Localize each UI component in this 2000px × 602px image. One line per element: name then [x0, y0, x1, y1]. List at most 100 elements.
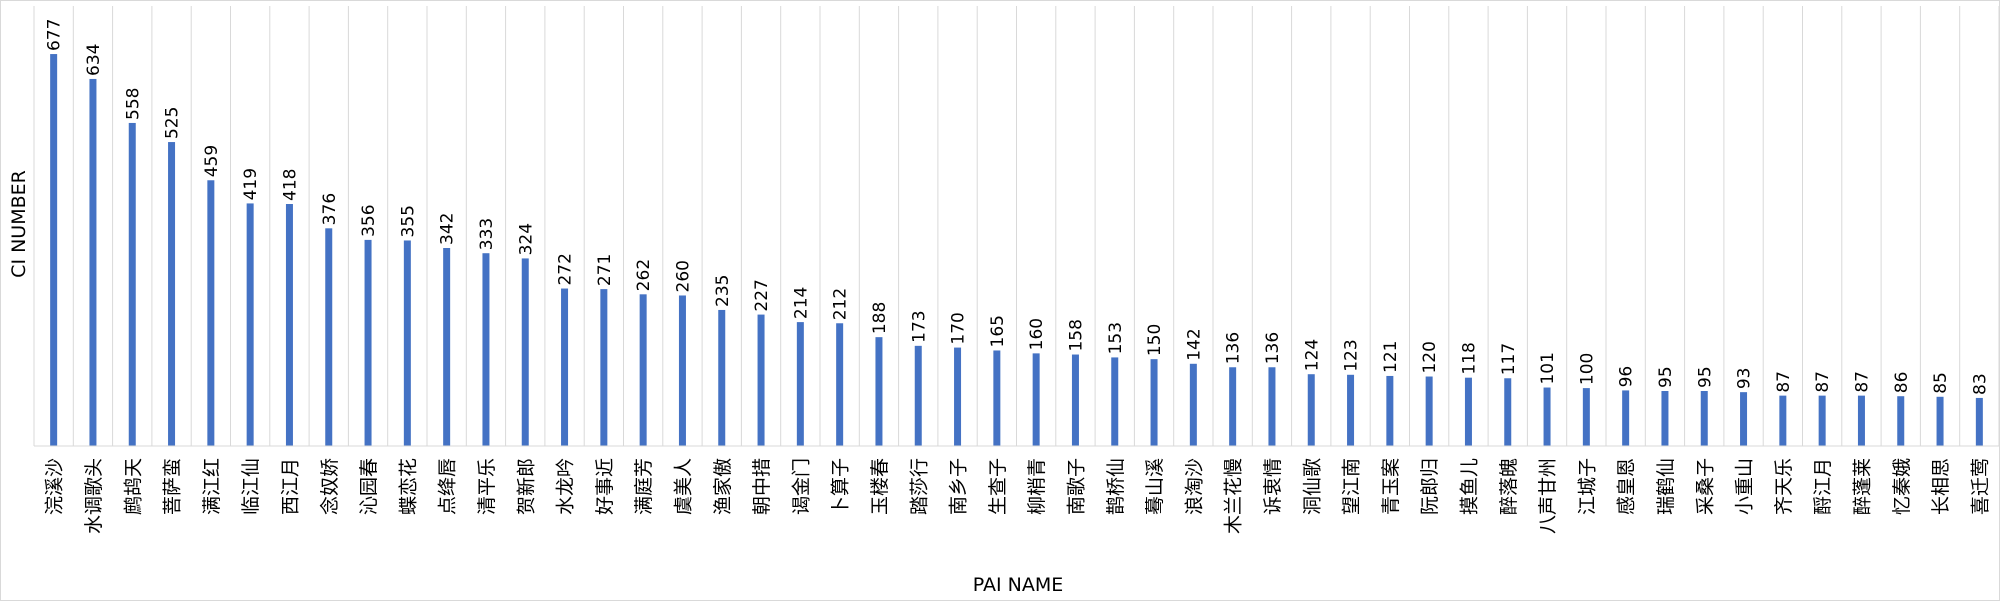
data-label: 87	[1813, 371, 1833, 393]
category-label: 酹江月	[1812, 458, 1834, 515]
bar	[285, 204, 293, 446]
category-label: 浣溪沙	[44, 458, 66, 515]
data-label: 173	[909, 310, 929, 342]
bar	[993, 350, 1001, 446]
category-label: 朝中措	[751, 458, 773, 515]
data-label: 93	[1735, 368, 1755, 390]
data-label: 85	[1931, 372, 1951, 394]
value-labels: 677 634 558 525 459 419 418 376 356 355 342 333 324 2…	[45, 19, 1991, 395]
category-label: 好事近	[594, 458, 616, 515]
data-label: 86	[1892, 372, 1912, 394]
bar	[1897, 396, 1905, 446]
bar	[521, 258, 529, 446]
category-label: 忆秦娥	[1891, 458, 1913, 515]
data-label: 459	[202, 145, 222, 177]
data-label: 342	[438, 213, 458, 245]
y-axis-title: CI NUMBER	[8, 170, 30, 278]
bar	[1543, 387, 1551, 446]
data-label: 96	[1617, 366, 1637, 388]
bar	[89, 78, 97, 447]
category-label: 满江红	[201, 458, 223, 515]
data-label: 558	[123, 87, 143, 119]
data-label: 272	[556, 253, 576, 285]
category-label: 醉落魄	[1498, 458, 1520, 515]
bar	[954, 347, 962, 446]
bar	[1818, 395, 1826, 446]
bar	[1189, 363, 1197, 446]
category-label: 西江月	[279, 458, 301, 515]
bar	[1307, 374, 1315, 446]
data-label: 87	[1774, 371, 1794, 393]
data-label: 83	[1970, 373, 1990, 395]
data-label: 356	[359, 204, 379, 236]
bar	[600, 289, 608, 446]
category-label: 谒金门	[790, 458, 812, 515]
bar	[1229, 367, 1237, 446]
category-label: 青玉案	[1380, 458, 1402, 515]
data-label: 95	[1656, 366, 1676, 388]
category-label: 蓦山溪	[1144, 458, 1166, 515]
bar	[50, 54, 58, 446]
bar	[1582, 388, 1590, 446]
bar	[1740, 392, 1748, 446]
category-label: 感皇恩	[1616, 458, 1638, 515]
data-label: 355	[398, 205, 418, 237]
bar	[1425, 376, 1433, 446]
data-label: 212	[831, 288, 851, 320]
bar	[914, 345, 922, 446]
data-label: 158	[1066, 319, 1086, 351]
data-label: 214	[791, 287, 811, 319]
category-label: 点绛唇	[437, 458, 459, 515]
bar	[1464, 377, 1472, 446]
bar	[364, 239, 372, 446]
category-label: 阮郎归	[1419, 458, 1441, 515]
category-label: 卜算子	[830, 458, 852, 515]
category-label: 满庭芳	[633, 458, 655, 515]
data-label: 153	[1106, 322, 1126, 354]
bar	[325, 228, 333, 446]
category-label: 贺新郎	[515, 458, 537, 515]
data-label: 160	[1027, 318, 1047, 350]
category-label: 蝶恋花	[397, 458, 419, 515]
category-label: 摸鱼儿	[1458, 458, 1480, 515]
category-label: 采桑子	[1694, 458, 1716, 515]
data-label: 227	[752, 279, 772, 311]
bar	[246, 203, 254, 446]
data-label: 136	[1263, 332, 1283, 364]
bar	[207, 180, 215, 446]
bar	[1936, 396, 1944, 446]
data-label: 418	[280, 169, 300, 201]
bar	[443, 248, 451, 446]
data-label: 87	[1852, 371, 1872, 393]
data-label: 188	[870, 302, 890, 334]
data-label: 117	[1499, 343, 1519, 375]
data-label: 376	[320, 193, 340, 225]
category-label: 南乡子	[948, 458, 970, 515]
category-label: 八声甘州	[1537, 458, 1559, 534]
bar	[836, 323, 844, 446]
bar	[1071, 354, 1079, 446]
bar	[796, 322, 804, 446]
category-label: 念奴娇	[318, 458, 341, 515]
bars	[50, 54, 1983, 447]
data-label: 170	[949, 312, 969, 344]
bar	[1504, 378, 1512, 446]
category-label: 江城子	[1576, 458, 1598, 515]
category-labels: 浣溪沙 水调歌头 鹧鸪天 菩萨蛮 满江红 临江仙 西江月 念奴娇 沁园春 蝶恋花 点绛唇 清平乐 贺新郎…	[44, 458, 1992, 534]
x-axis-title: PAI NAME	[973, 574, 1064, 596]
bar	[1150, 359, 1158, 446]
category-label: 鹊桥仙	[1105, 458, 1127, 515]
data-label: 100	[1577, 353, 1597, 385]
category-label: 鹧鸪天	[122, 458, 144, 515]
category-label: 浪淘沙	[1183, 458, 1205, 515]
data-label: 260	[673, 260, 693, 292]
category-label: 瑞鹤仙	[1655, 458, 1677, 515]
category-label: 沁园春	[358, 458, 380, 515]
category-label: 踏莎行	[908, 458, 930, 515]
category-label: 木兰花慢	[1223, 458, 1245, 534]
bar	[128, 122, 136, 447]
category-label: 南歌子	[1065, 458, 1087, 515]
category-label: 洞仙歌	[1301, 458, 1323, 515]
category-label: 清平乐	[476, 458, 498, 515]
